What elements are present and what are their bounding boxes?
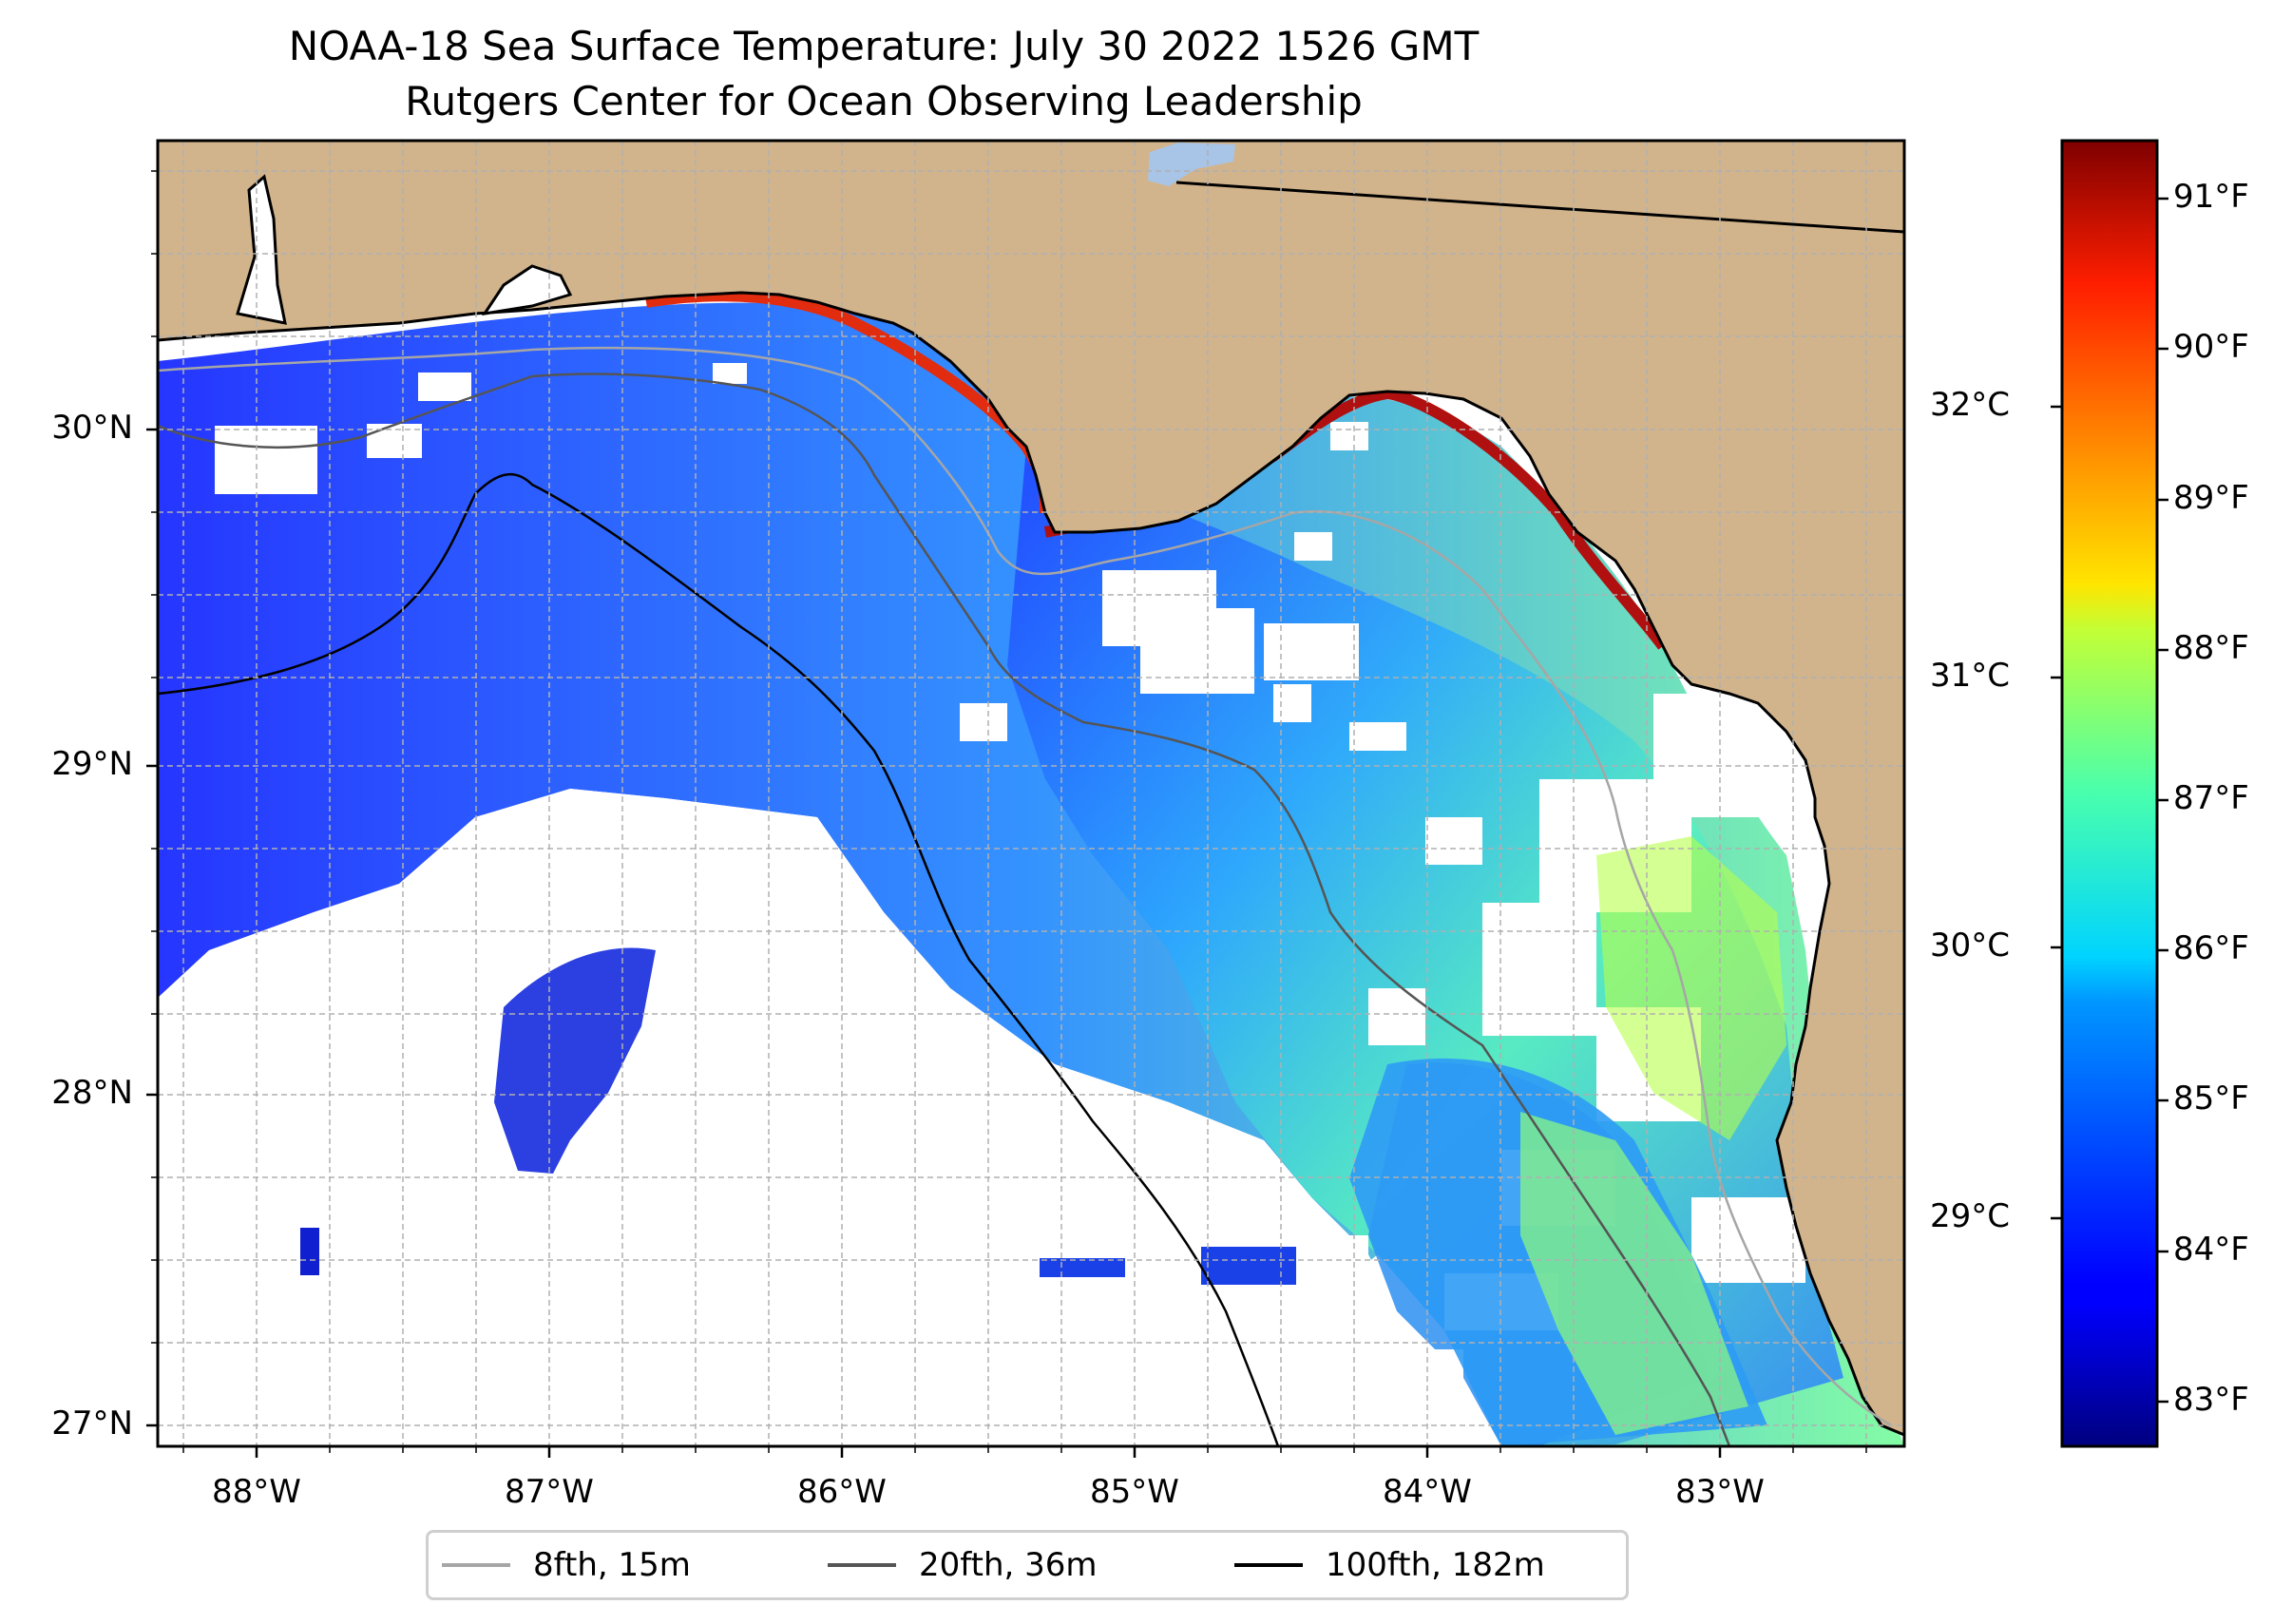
chart-subtitle: Rutgers Center for Ocean Observing Leade… (405, 78, 1363, 124)
map-frame (156, 139, 1906, 1448)
legend-label: 100fth, 182m (1326, 1546, 1545, 1584)
isobath-100fth (158, 473, 1280, 1446)
legend-item: 8fth, 15m (442, 1533, 691, 1597)
legend-line-icon (828, 1563, 896, 1567)
sst-bigbend-warm (1596, 836, 1786, 1140)
legend-line-icon (442, 1563, 510, 1567)
lat-label: 29°N (51, 745, 133, 783)
map-panel (158, 141, 1904, 1446)
colorbar-f-label: 84°F (2173, 1231, 2249, 1269)
isobath-8fth (158, 346, 1892, 1427)
isobath-20fth (158, 373, 1731, 1446)
gridlines (158, 141, 1904, 1446)
lon-label: 88°W (212, 1473, 301, 1511)
chart-title: NOAA-18 Sea Surface Temperature: July 30… (288, 23, 1480, 69)
lat-label: 28°N (51, 1074, 133, 1112)
colorbar-f-label: 91°F (2173, 178, 2249, 216)
state-border (1175, 181, 1904, 234)
minor-ticks (151, 170, 1867, 1453)
colorbar-c-label: 29°C (1930, 1197, 2011, 1235)
colorbar-c-label: 32°C (1930, 386, 2011, 424)
colorbar-f-label: 83°F (2173, 1381, 2249, 1419)
sst-isolated-patch-3 (1201, 1247, 1296, 1285)
lake (1148, 143, 1235, 186)
colorbar-f-label: 85°F (2173, 1079, 2249, 1118)
lon-label: 85°W (1090, 1473, 1179, 1511)
land (158, 141, 1904, 1437)
lon-label: 87°W (505, 1473, 594, 1511)
lon-label: 84°W (1383, 1473, 1472, 1511)
legend-item: 100fth, 182m (1234, 1533, 1545, 1597)
legend-label: 20fth, 36m (919, 1546, 1098, 1584)
sst-isolated-patch (300, 1228, 319, 1275)
colorbar-f-label: 88°F (2173, 629, 2249, 667)
colorbar-c-label: 30°C (1930, 927, 2011, 965)
lat-label: 27°N (51, 1404, 133, 1442)
colorbar-ticks (2051, 197, 2168, 1404)
legend-label: 8fth, 15m (533, 1546, 691, 1584)
lon-label: 83°W (1675, 1473, 1765, 1511)
sst-isolated-patch-2 (1040, 1258, 1125, 1277)
colorbar-f-label: 86°F (2173, 929, 2249, 967)
colorbar-f-label: 87°F (2173, 779, 2249, 817)
colorbar (2060, 139, 2159, 1448)
bay-inlet (236, 174, 287, 325)
colorbar-c-label: 31°C (1930, 657, 2011, 695)
colorbar-f-label: 89°F (2173, 479, 2249, 517)
legend-item: 20fth, 36m (828, 1533, 1098, 1597)
legend-line-icon (1234, 1563, 1303, 1567)
axis-ticks (146, 428, 1722, 1458)
sst-offshore-patch-2 (494, 947, 656, 1174)
legend: 8fth, 15m 20fth, 36m 100fth, 182m (426, 1530, 1629, 1600)
lat-label: 30°N (51, 409, 133, 447)
lon-label: 86°W (797, 1473, 887, 1511)
colorbar-f-label: 90°F (2173, 328, 2249, 366)
